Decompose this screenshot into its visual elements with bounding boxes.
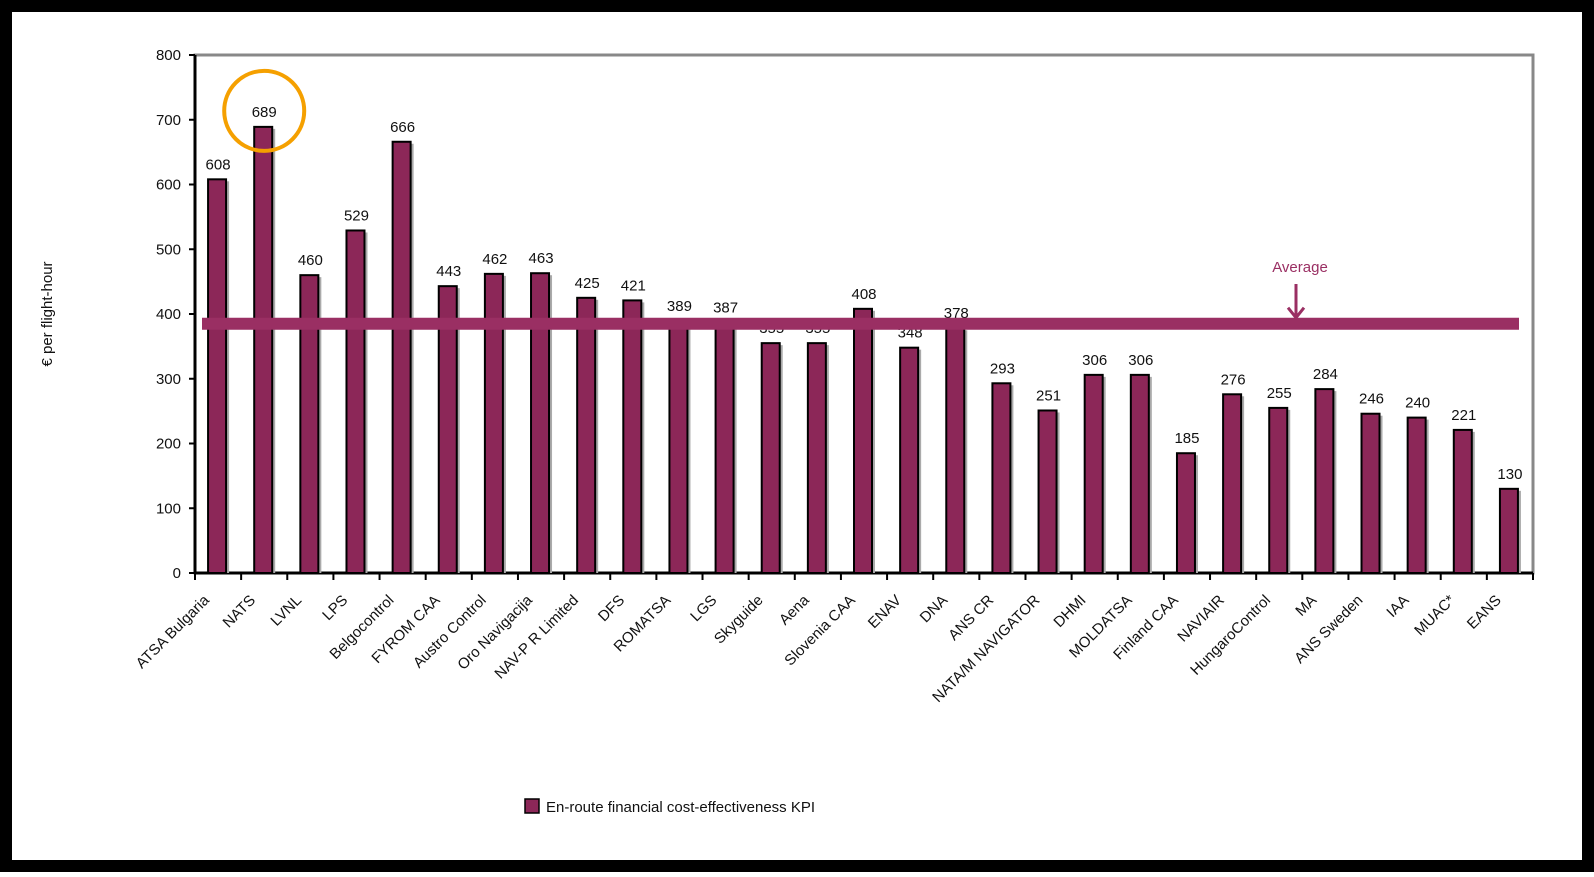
bar bbox=[1175, 452, 1196, 574]
y-tick-label: 700 bbox=[156, 112, 181, 129]
y-tick-label: 300 bbox=[156, 371, 181, 388]
average-label: Average bbox=[1272, 259, 1328, 276]
x-tick-label: DHMI bbox=[1050, 592, 1089, 631]
x-tick-label: NAV-P R Limited bbox=[491, 592, 582, 683]
x-tick-label: Aena bbox=[776, 591, 813, 628]
x-tick-label: MA bbox=[1292, 592, 1320, 620]
y-tick-label: 200 bbox=[156, 436, 181, 453]
bar bbox=[1406, 416, 1427, 574]
value-label: 293 bbox=[990, 360, 1015, 377]
value-label: 463 bbox=[529, 250, 554, 267]
x-tick-label: NATS bbox=[220, 592, 260, 632]
value-label: 460 bbox=[298, 252, 323, 269]
value-label: 255 bbox=[1267, 385, 1292, 402]
x-tick-label: LGS bbox=[687, 592, 720, 625]
x-tick-label: ATSA Bulgaria bbox=[133, 591, 214, 672]
bar bbox=[853, 307, 873, 574]
x-tick-label: Skyguide bbox=[711, 592, 767, 648]
bar bbox=[622, 299, 643, 574]
value-label: 462 bbox=[482, 251, 507, 268]
bar bbox=[806, 342, 827, 575]
bar bbox=[991, 382, 1012, 574]
legend-swatch bbox=[524, 798, 540, 814]
value-label: 389 bbox=[667, 298, 692, 315]
bar bbox=[391, 140, 412, 574]
bar bbox=[1222, 393, 1243, 575]
value-label: 387 bbox=[713, 299, 738, 316]
value-label: 130 bbox=[1497, 466, 1522, 483]
x-tick-label: LPS bbox=[319, 592, 351, 624]
y-tick-label: 400 bbox=[156, 306, 181, 323]
bar bbox=[945, 327, 966, 574]
bar bbox=[760, 342, 781, 575]
bar bbox=[530, 272, 551, 574]
bar bbox=[714, 321, 735, 575]
bar bbox=[345, 229, 366, 574]
value-label: 276 bbox=[1221, 371, 1246, 388]
x-tick-label: MUAC* bbox=[1411, 592, 1458, 639]
bar bbox=[1452, 428, 1473, 574]
value-label: 608 bbox=[206, 156, 231, 173]
y-tick-label: 600 bbox=[156, 177, 181, 194]
x-tick-label: EANS bbox=[1464, 592, 1505, 633]
value-label: 185 bbox=[1174, 430, 1199, 447]
value-label: 666 bbox=[390, 119, 415, 136]
bar bbox=[483, 272, 504, 574]
bar bbox=[207, 178, 228, 574]
average-arrowhead bbox=[1286, 306, 1306, 321]
bar bbox=[1083, 373, 1104, 574]
value-label: 425 bbox=[575, 275, 600, 292]
value-label: 689 bbox=[252, 104, 277, 121]
value-label: 408 bbox=[851, 286, 876, 303]
bar bbox=[299, 274, 320, 574]
bar bbox=[668, 320, 689, 574]
value-label: 240 bbox=[1405, 395, 1430, 412]
bar bbox=[1360, 412, 1381, 574]
value-label: 284 bbox=[1313, 366, 1338, 383]
bar bbox=[1314, 388, 1335, 574]
x-tick-label: DNA bbox=[917, 592, 951, 626]
x-tick-label: ENAV bbox=[865, 592, 905, 632]
value-label: 251 bbox=[1036, 387, 1061, 404]
value-label: 246 bbox=[1359, 391, 1384, 408]
y-axis-label: € per flight-hour bbox=[39, 261, 56, 366]
bar bbox=[899, 346, 920, 575]
x-tick-label: HungaroControl bbox=[1187, 592, 1274, 679]
value-label: 306 bbox=[1082, 352, 1107, 369]
bar bbox=[1498, 487, 1519, 575]
y-tick-label: 0 bbox=[173, 565, 181, 582]
value-label: 529 bbox=[344, 207, 369, 224]
y-tick-label: 500 bbox=[156, 241, 181, 258]
highlight-circle bbox=[222, 68, 307, 153]
value-label: 443 bbox=[436, 263, 461, 280]
y-tick-label: 100 bbox=[156, 500, 181, 517]
x-tick-label: IAA bbox=[1383, 592, 1412, 621]
x-tick-label: LVNL bbox=[267, 592, 305, 630]
bar bbox=[437, 285, 458, 574]
bar bbox=[576, 296, 597, 574]
value-label: 221 bbox=[1451, 407, 1476, 424]
value-label: 306 bbox=[1128, 352, 1153, 369]
bar bbox=[1037, 409, 1058, 575]
bar bbox=[1129, 373, 1150, 574]
x-tick-label: DFS bbox=[595, 592, 628, 625]
value-label: 421 bbox=[621, 277, 646, 294]
bar bbox=[253, 125, 274, 574]
legend-label: En-route financial cost-effectiveness KP… bbox=[546, 799, 815, 816]
y-tick-label: 800 bbox=[156, 47, 181, 64]
bar bbox=[1268, 406, 1289, 575]
